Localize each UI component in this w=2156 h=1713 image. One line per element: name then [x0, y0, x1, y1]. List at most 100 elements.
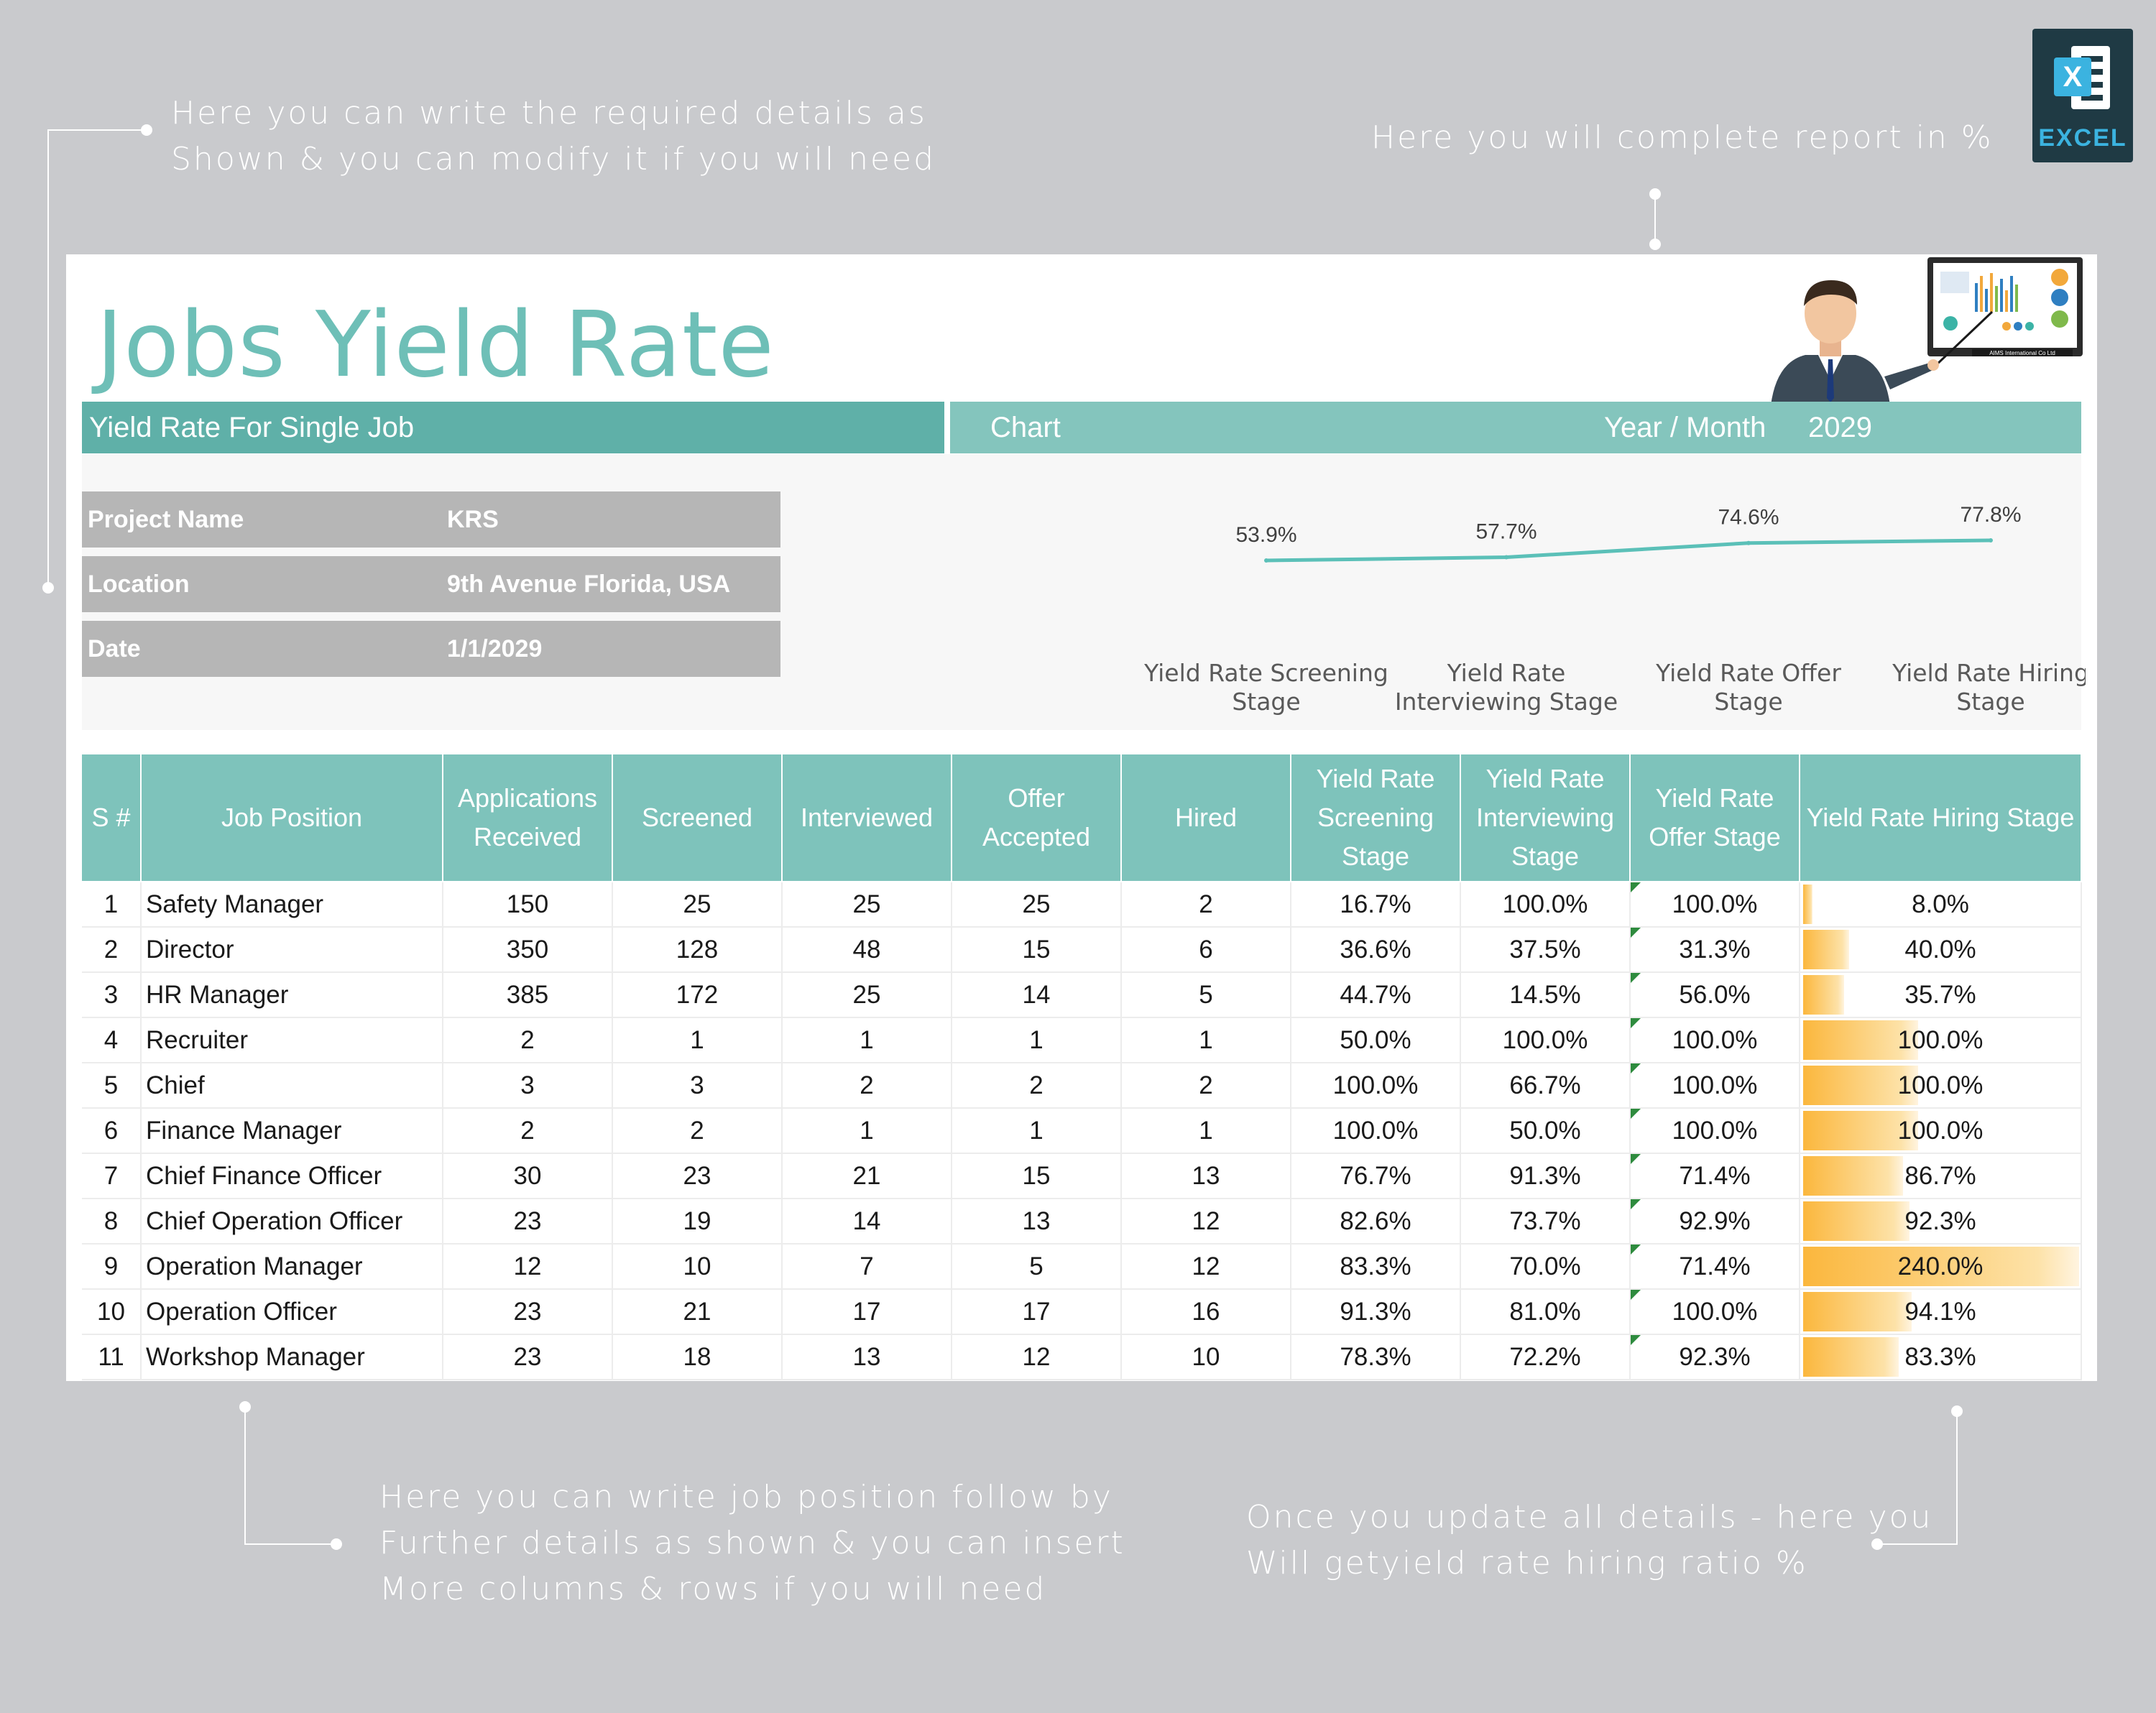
table-cell-int[interactable]: 13 — [782, 1334, 952, 1380]
table-cell-hiring-yield[interactable]: 40.0% — [1800, 927, 2082, 973]
table-cell-n[interactable]: 9 — [82, 1244, 142, 1290]
table-cell-yo[interactable]: 100.0% — [1630, 1108, 1800, 1154]
table-cell-int[interactable]: 7 — [782, 1244, 952, 1290]
table-cell-int[interactable]: 2 — [782, 1063, 952, 1109]
table-cell-off[interactable]: 25 — [952, 882, 1122, 928]
project-name-value[interactable]: KRS — [447, 505, 499, 533]
table-cell-hiring-yield[interactable]: 94.1% — [1800, 1289, 2082, 1335]
table-cell-yi[interactable]: 100.0% — [1460, 882, 1631, 928]
table-cell-int[interactable]: 1 — [782, 1108, 952, 1154]
table-cell-pos[interactable]: Operation Officer — [141, 1289, 443, 1335]
table-cell-hir[interactable]: 5 — [1121, 972, 1291, 1018]
table-cell-yi[interactable]: 81.0% — [1460, 1289, 1631, 1335]
table-cell-ys[interactable]: 16.7% — [1291, 882, 1461, 928]
table-cell-off[interactable]: 5 — [952, 1244, 1122, 1290]
table-cell-scr[interactable]: 128 — [612, 927, 783, 973]
table-cell-pos[interactable]: Chief — [141, 1063, 443, 1109]
table-cell-app[interactable]: 23 — [443, 1289, 613, 1335]
table-cell-ys[interactable]: 36.6% — [1291, 927, 1461, 973]
table-cell-ys[interactable]: 82.6% — [1291, 1199, 1461, 1245]
table-cell-app[interactable]: 30 — [443, 1153, 613, 1199]
year-value[interactable]: 2029 — [1808, 411, 1872, 443]
table-cell-hir[interactable]: 6 — [1121, 927, 1291, 973]
table-cell-scr[interactable]: 25 — [612, 882, 783, 928]
table-cell-off[interactable]: 13 — [952, 1199, 1122, 1245]
table-cell-app[interactable]: 2 — [443, 1017, 613, 1063]
table-cell-yo[interactable]: 71.4% — [1630, 1153, 1800, 1199]
table-cell-app[interactable]: 23 — [443, 1334, 613, 1380]
table-cell-hiring-yield[interactable]: 86.7% — [1800, 1153, 2082, 1199]
table-cell-app[interactable]: 3 — [443, 1063, 613, 1109]
table-cell-hir[interactable]: 16 — [1121, 1289, 1291, 1335]
table-cell-hir[interactable]: 2 — [1121, 1063, 1291, 1109]
table-cell-off[interactable]: 1 — [952, 1017, 1122, 1063]
table-cell-n[interactable]: 3 — [82, 972, 142, 1018]
table-cell-hiring-yield[interactable]: 100.0% — [1800, 1108, 2082, 1154]
table-cell-off[interactable]: 17 — [952, 1289, 1122, 1335]
table-cell-yi[interactable]: 100.0% — [1460, 1017, 1631, 1063]
table-cell-int[interactable]: 14 — [782, 1199, 952, 1245]
table-cell-n[interactable]: 10 — [82, 1289, 142, 1335]
table-cell-yo[interactable]: 92.3% — [1630, 1334, 1800, 1380]
table-cell-pos[interactable]: Chief Operation Officer — [141, 1199, 443, 1245]
table-cell-yo[interactable]: 56.0% — [1630, 972, 1800, 1018]
table-cell-n[interactable]: 6 — [82, 1108, 142, 1154]
table-cell-app[interactable]: 2 — [443, 1108, 613, 1154]
table-cell-ys[interactable]: 50.0% — [1291, 1017, 1461, 1063]
table-cell-off[interactable]: 14 — [952, 972, 1122, 1018]
table-cell-hiring-yield[interactable]: 92.3% — [1800, 1199, 2082, 1245]
table-cell-hiring-yield[interactable]: 83.3% — [1800, 1334, 2082, 1380]
table-cell-yo[interactable]: 100.0% — [1630, 1017, 1800, 1063]
table-cell-int[interactable]: 21 — [782, 1153, 952, 1199]
table-cell-int[interactable]: 17 — [782, 1289, 952, 1335]
table-cell-yo[interactable]: 100.0% — [1630, 1063, 1800, 1109]
table-cell-yi[interactable]: 70.0% — [1460, 1244, 1631, 1290]
table-cell-n[interactable]: 5 — [82, 1063, 142, 1109]
table-cell-pos[interactable]: Operation Manager — [141, 1244, 443, 1290]
table-cell-n[interactable]: 4 — [82, 1017, 142, 1063]
table-cell-yo[interactable]: 31.3% — [1630, 927, 1800, 973]
table-cell-ys[interactable]: 100.0% — [1291, 1063, 1461, 1109]
table-cell-yi[interactable]: 73.7% — [1460, 1199, 1631, 1245]
table-cell-scr[interactable]: 18 — [612, 1334, 783, 1380]
table-cell-off[interactable]: 1 — [952, 1108, 1122, 1154]
table-cell-n[interactable]: 7 — [82, 1153, 142, 1199]
table-cell-hiring-yield[interactable]: 100.0% — [1800, 1063, 2082, 1109]
table-cell-scr[interactable]: 172 — [612, 972, 783, 1018]
table-cell-app[interactable]: 385 — [443, 972, 613, 1018]
date-value[interactable]: 1/1/2029 — [447, 634, 543, 662]
table-cell-hir[interactable]: 12 — [1121, 1244, 1291, 1290]
table-cell-int[interactable]: 48 — [782, 927, 952, 973]
table-cell-scr[interactable]: 21 — [612, 1289, 783, 1335]
table-cell-hiring-yield[interactable]: 8.0% — [1800, 882, 2082, 928]
table-cell-ys[interactable]: 44.7% — [1291, 972, 1461, 1018]
table-cell-n[interactable]: 2 — [82, 927, 142, 973]
table-cell-int[interactable]: 25 — [782, 882, 952, 928]
table-cell-off[interactable]: 12 — [952, 1334, 1122, 1380]
table-cell-int[interactable]: 1 — [782, 1017, 952, 1063]
table-cell-n[interactable]: 8 — [82, 1199, 142, 1245]
table-cell-pos[interactable]: Finance Manager — [141, 1108, 443, 1154]
table-cell-yi[interactable]: 50.0% — [1460, 1108, 1631, 1154]
table-cell-int[interactable]: 25 — [782, 972, 952, 1018]
table-cell-app[interactable]: 23 — [443, 1199, 613, 1245]
table-cell-hir[interactable]: 13 — [1121, 1153, 1291, 1199]
table-cell-off[interactable]: 15 — [952, 927, 1122, 973]
table-cell-pos[interactable]: Workshop Manager — [141, 1334, 443, 1380]
table-cell-hiring-yield[interactable]: 35.7% — [1800, 972, 2082, 1018]
table-cell-yo[interactable]: 100.0% — [1630, 882, 1800, 928]
table-cell-scr[interactable]: 2 — [612, 1108, 783, 1154]
table-cell-yi[interactable]: 14.5% — [1460, 972, 1631, 1018]
table-cell-ys[interactable]: 78.3% — [1291, 1334, 1461, 1380]
table-cell-scr[interactable]: 10 — [612, 1244, 783, 1290]
table-cell-hir[interactable]: 1 — [1121, 1017, 1291, 1063]
table-cell-off[interactable]: 2 — [952, 1063, 1122, 1109]
table-cell-yi[interactable]: 37.5% — [1460, 927, 1631, 973]
table-cell-hir[interactable]: 12 — [1121, 1199, 1291, 1245]
table-cell-yo[interactable]: 100.0% — [1630, 1289, 1800, 1335]
table-cell-scr[interactable]: 19 — [612, 1199, 783, 1245]
table-cell-ys[interactable]: 76.7% — [1291, 1153, 1461, 1199]
table-cell-n[interactable]: 11 — [82, 1334, 142, 1380]
table-cell-yo[interactable]: 92.9% — [1630, 1199, 1800, 1245]
table-cell-pos[interactable]: Director — [141, 927, 443, 973]
